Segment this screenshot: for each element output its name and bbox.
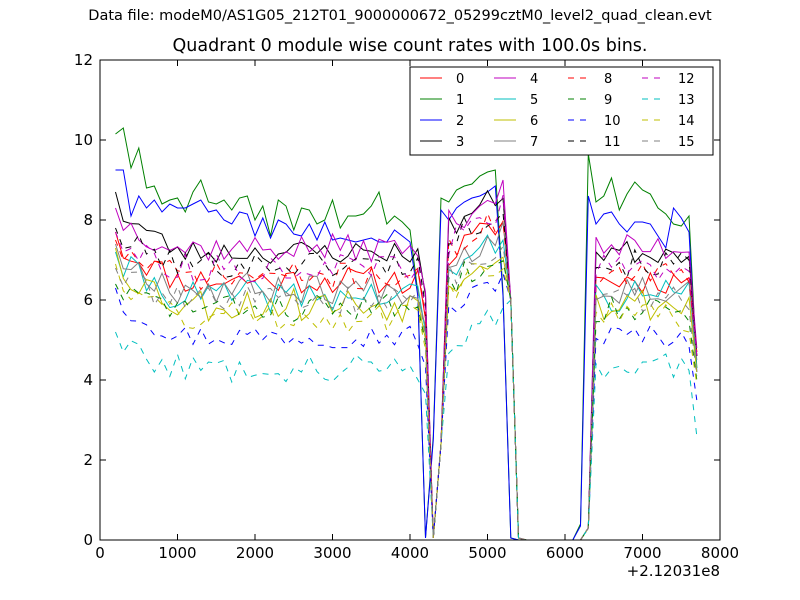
chart-title: Quadrant 0 module wise count rates with … (172, 36, 648, 56)
legend-label: 0 (456, 72, 464, 87)
figure-suptitle: Data file: modeM0/AS1G05_212T01_90000006… (88, 8, 712, 24)
legend-label: 1 (456, 93, 464, 108)
y-tick-label: 12 (74, 51, 93, 69)
legend-label: 15 (678, 135, 695, 150)
legend-label: 2 (456, 114, 464, 129)
series-line-0 (115, 219, 698, 540)
series-line-11 (115, 211, 698, 540)
legend-label: 9 (604, 93, 612, 108)
legend-label: 4 (530, 72, 538, 87)
series-line-8 (115, 211, 698, 540)
legend-label: 7 (530, 135, 538, 150)
legend-label: 11 (604, 135, 621, 150)
y-tick-label: 4 (83, 371, 93, 389)
y-tick-label: 6 (83, 291, 93, 309)
x-tick-label: 4000 (391, 544, 429, 562)
series-line-14 (115, 263, 698, 540)
series-line-1 (115, 127, 698, 540)
series-line-6 (115, 247, 698, 540)
x-tick-label: 6000 (546, 544, 584, 562)
legend-label: 6 (530, 114, 538, 129)
plot-frame (99, 59, 721, 541)
legend-label: 13 (678, 93, 695, 108)
y-tick-label: 8 (83, 211, 93, 229)
x-tick-label: 2000 (236, 544, 274, 562)
series-line-13 (115, 298, 698, 540)
legend-label: 5 (530, 93, 538, 108)
x-tick-label: 1000 (158, 544, 196, 562)
y-tick-label: 0 (83, 531, 93, 549)
legend-label: 12 (678, 72, 695, 87)
x-offset-label: +2.12031e8 (627, 562, 720, 580)
series-line-9 (115, 260, 698, 540)
legend-label: 10 (604, 114, 621, 129)
legend-label: 14 (678, 114, 695, 129)
x-tick-label: 3000 (313, 544, 351, 562)
y-tick-label: 10 (74, 131, 93, 149)
legend-label: 3 (456, 135, 464, 150)
series-line-15 (115, 245, 698, 540)
legend-frame (409, 66, 714, 156)
series-line-5 (115, 234, 698, 540)
series-line-12 (115, 195, 698, 540)
series-layer (115, 127, 698, 540)
y-tick-label: 2 (83, 451, 93, 469)
x-tick-label: 0 (95, 544, 105, 562)
axis-ticks: 0 1000 2000 3000 4000 5000 6000 7000 80000246810… (74, 51, 739, 562)
series-line-3 (115, 189, 698, 540)
legend-label: 8 (604, 72, 612, 87)
x-tick-label: 8000 (701, 544, 739, 562)
series-line-2 (115, 169, 698, 540)
series-line-10 (115, 272, 698, 540)
series-line-4 (115, 179, 698, 540)
x-tick-label: 5000 (468, 544, 506, 562)
x-tick-label: 7000 (623, 544, 661, 562)
series-line-7 (115, 221, 698, 540)
